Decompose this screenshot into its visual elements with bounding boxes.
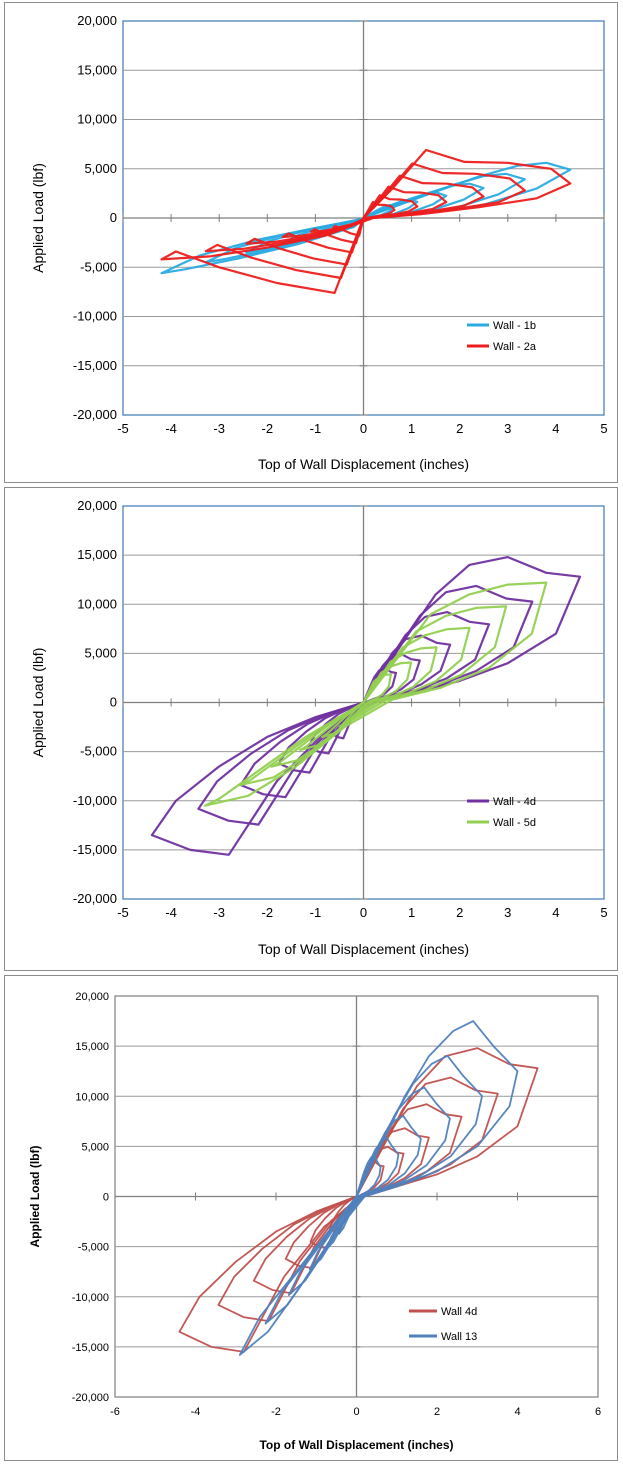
y-tick-label: -10,000 — [72, 1292, 109, 1304]
chart-panel-1: -20,000 -15,000 -10,000 -5,000 0 5,000 10,000 1… — [4, 2, 618, 483]
chart-3-svg: -20,000 -15,000 -10,000 -5,000 0 5,000 10,000 1… — [28, 991, 601, 1452]
y-tick-label: 5,000 — [84, 161, 117, 176]
y-tick-label: 10,000 — [77, 596, 117, 611]
chart-1-svg: -20,000 -15,000 -10,000 -5,000 0 5,000 10,000 1… — [30, 13, 608, 472]
y-tick-label: -20,000 — [73, 407, 117, 422]
x-tick-label: -1 — [310, 421, 322, 436]
x-tick-label: 4 — [514, 1406, 520, 1418]
y-axis-title: Applied Load (lbf) — [28, 1146, 42, 1248]
y-tick-label: 5,000 — [84, 645, 117, 660]
legend-label: Wall - 4d — [493, 796, 536, 808]
y-tick-label: -20,000 — [72, 1392, 109, 1404]
y-tick-label: 10,000 — [75, 1091, 109, 1103]
y-tick-label: 0 — [110, 695, 117, 710]
series-line-wall-5d — [238, 605, 508, 787]
x-tick-label: 0 — [353, 1406, 359, 1418]
x-tick-label: -2 — [271, 1406, 281, 1418]
legend-label: Wall 13 — [441, 1331, 477, 1343]
x-tick-label: 1 — [408, 421, 415, 436]
chart-panel-2: -20,000 -15,000 -10,000 -5,000 0 5,000 10,000 1… — [4, 487, 618, 971]
x-tick-label: 5 — [600, 421, 607, 436]
x-tick-label: -4 — [165, 905, 177, 920]
y-tick-label: 20,000 — [77, 13, 117, 28]
x-tick-label: 4 — [552, 421, 559, 436]
y-tick-label: 0 — [110, 210, 117, 225]
x-tick-label: -3 — [213, 905, 225, 920]
legend-label: Wall - 5d — [493, 817, 536, 829]
x-tick-label: -4 — [165, 421, 177, 436]
series-line-wall-5d — [298, 646, 438, 752]
y-tick-label: 15,000 — [77, 62, 117, 77]
y-tick-label: -5,000 — [80, 744, 117, 759]
y-tick-label: -10,000 — [73, 793, 117, 808]
x-tick-label: -1 — [310, 905, 322, 920]
x-tick-label: -2 — [262, 421, 274, 436]
x-tick-label: 3 — [504, 905, 511, 920]
series-line-wall-13 — [264, 1054, 483, 1325]
x-tick-label: 0 — [360, 905, 367, 920]
x-tick-label: 2 — [456, 905, 463, 920]
y-axis-title: Applied Load (lbf) — [30, 648, 46, 758]
y-tick-label: 20,000 — [75, 991, 109, 1003]
y-tick-label: 0 — [103, 1192, 109, 1204]
y-tick-label: 15,000 — [75, 1041, 109, 1053]
x-tick-label: -5 — [117, 421, 129, 436]
x-tick-label: 4 — [552, 905, 559, 920]
x-tick-label: -6 — [110, 1406, 120, 1418]
x-tick-label: 1 — [408, 905, 415, 920]
x-tick-label: -5 — [117, 905, 129, 920]
x-tick-label: 2 — [456, 421, 463, 436]
x-tick-label: 6 — [595, 1406, 601, 1418]
y-tick-label: 20,000 — [77, 498, 117, 513]
series-line-wall-5d — [270, 626, 471, 768]
x-tick-label: 5 — [600, 905, 607, 920]
x-axis-title: Top of Wall Displacement (inches) — [259, 1438, 453, 1452]
x-tick-label: -3 — [213, 421, 225, 436]
y-tick-label: -20,000 — [73, 891, 117, 906]
y-tick-label: 15,000 — [77, 547, 117, 562]
x-tick-label: 2 — [434, 1406, 440, 1418]
x-tick-label: -4 — [191, 1406, 201, 1418]
series-line-wall-5d — [203, 581, 548, 807]
series-line-wall-13 — [238, 1020, 519, 1356]
y-tick-label: -15,000 — [73, 358, 117, 373]
y-axis-title: Applied Load (lbf) — [30, 163, 46, 273]
y-tick-label: -15,000 — [73, 842, 117, 857]
x-axis-title: Top of Wall Displacement (inches) — [258, 456, 469, 472]
x-tick-label: -2 — [262, 905, 274, 920]
x-tick-label: 0 — [360, 421, 367, 436]
y-tick-label: -5,000 — [78, 1242, 109, 1254]
series-line-wall-13 — [287, 1086, 451, 1296]
y-tick-label: 10,000 — [77, 112, 117, 127]
series-line-wall-13 — [308, 1114, 422, 1271]
legend-label: Wall - 1b — [493, 320, 536, 332]
y-tick-label: -15,000 — [72, 1342, 109, 1354]
chart-panel-3: -20,000 -15,000 -10,000 -5,000 0 5,000 10,000 1… — [4, 975, 618, 1461]
x-axis-title: Top of Wall Displacement (inches) — [258, 941, 469, 957]
chart-2-svg: -20,000 -15,000 -10,000 -5,000 0 5,000 10,000 1… — [30, 498, 608, 957]
legend-label: Wall 4d — [441, 1306, 477, 1318]
series-line-wall-5d — [338, 673, 392, 728]
series-line-wall-2a — [332, 200, 396, 237]
x-tick-label: 3 — [504, 421, 511, 436]
y-tick-label: -5,000 — [80, 259, 117, 274]
series-line-wall-5d — [321, 661, 413, 739]
y-tick-label: -10,000 — [73, 309, 117, 324]
y-tick-label: 5,000 — [81, 1141, 109, 1153]
series-line-wall-13 — [325, 1137, 400, 1251]
legend-label: Wall - 2a — [493, 341, 537, 353]
series-line-wall-13 — [338, 1154, 382, 1235]
